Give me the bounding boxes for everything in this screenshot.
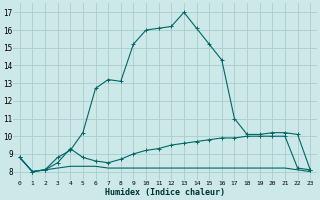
X-axis label: Humidex (Indice chaleur): Humidex (Indice chaleur): [105, 188, 225, 197]
